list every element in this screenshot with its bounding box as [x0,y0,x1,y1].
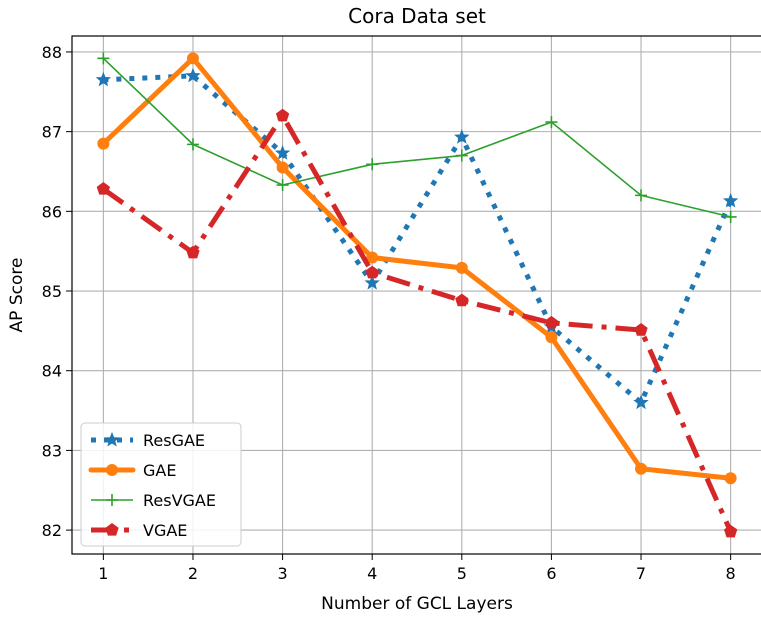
data-point [722,192,739,208]
data-point [185,67,201,83]
data-point [634,323,648,336]
series-layer [95,52,739,538]
data-point [275,108,290,122]
legend-item-resvgae: ResVGAE [91,491,216,510]
data-point [724,210,737,223]
series-line [102,57,731,218]
legend-marker [105,523,119,536]
y-tick-label: 82 [42,521,62,540]
data-point [454,129,470,144]
data-point [186,245,200,259]
x-axis-label: Number of GCL Layers [321,594,513,614]
data-point [186,138,199,151]
legend-item-gae: GAE [88,461,176,480]
x-tick-label: 3 [277,564,287,583]
chart-title: Cora Data set [348,4,486,28]
data-point [366,158,379,171]
data-point [633,394,649,410]
data-point [95,71,112,87]
x-tick-label: 7 [636,564,646,583]
legend-marker [106,464,118,476]
y-tick-label: 83 [42,441,62,460]
data-point [724,472,737,485]
legend-marker [106,494,118,506]
y-tick-label: 85 [42,282,62,301]
legend-label: ResVGAE [143,491,216,510]
x-tick-label: 8 [726,564,736,583]
x-tick-label: 5 [457,564,467,583]
data-point [455,293,469,307]
legend-label: GAE [143,461,176,480]
y-tick-label: 87 [42,123,62,142]
data-point [366,251,379,264]
series-line [101,113,733,533]
y-axis-label: AP Score [7,258,27,333]
data-point [544,315,559,329]
data-point [274,145,291,160]
legend-box [80,422,242,547]
data-point [635,189,648,202]
data-point [276,161,289,174]
x-tick-label: 6 [546,564,556,583]
series-line [100,55,734,481]
plot-frame [71,35,761,555]
legend-item-vgae: VGAE [91,521,187,540]
data-point [186,52,199,65]
data-point [635,462,648,475]
data-point [96,182,111,195]
y-tick-label: 84 [42,362,62,381]
data-point [276,179,289,192]
data-point [545,116,558,129]
data-point [455,149,468,162]
data-point [365,265,379,279]
series-vgae [96,108,738,538]
data-point [97,137,110,150]
y-tick-label: 88 [42,43,62,62]
legend-label: VGAE [143,521,187,540]
data-point [455,261,468,274]
series-gae [97,52,737,485]
data-point [97,52,110,65]
legend-marker [104,431,120,447]
series-resvgae [97,52,737,223]
data-point [545,331,558,344]
series-line [103,73,733,406]
legend: ResGAE GAE ResVGAE VGAE [80,422,242,547]
y-tick-label: 86 [42,202,62,221]
data-point [723,524,738,538]
x-tick-label: 1 [98,564,108,583]
x-tick-label: 2 [188,564,198,583]
y-ticks: 82 83 84 85 86 87 88 [42,43,72,540]
x-tick-label: 4 [367,564,377,583]
legend-label: ResGAE [143,431,205,450]
data-point [364,274,380,290]
x-ticks: 1 2 3 4 5 6 7 8 [98,554,736,583]
legend-item-resgae: ResGAE [91,431,205,450]
